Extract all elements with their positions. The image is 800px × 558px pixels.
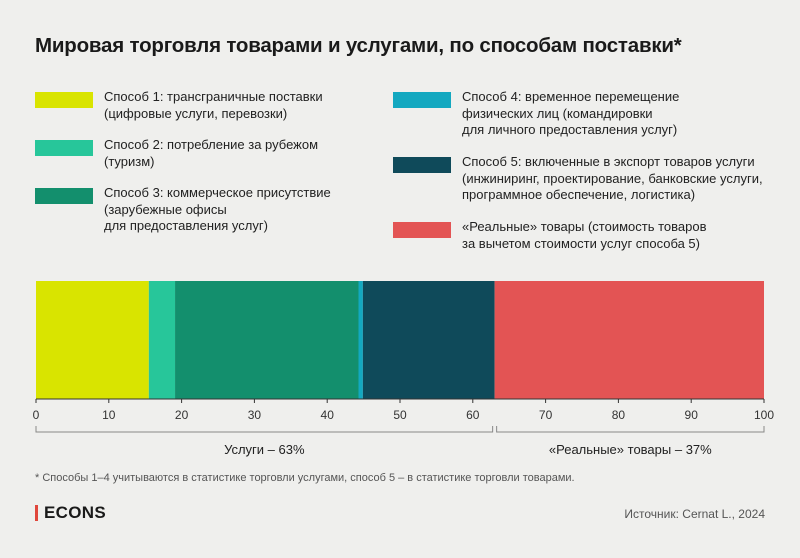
legend-item-mode-1: Способ 1: трансграничные поставки (цифро… bbox=[35, 89, 323, 122]
logo-bar-icon bbox=[35, 505, 38, 521]
x-tick-label: 100 bbox=[754, 408, 774, 422]
legend-label: Способ 4: временное перемещение физическ… bbox=[462, 89, 680, 137]
bar-segment-5 bbox=[362, 281, 495, 399]
x-tick-label: 90 bbox=[685, 408, 699, 422]
legend-item-mode-4: Способ 4: временное перемещение физическ… bbox=[393, 89, 679, 139]
x-tick-label: 0 bbox=[33, 408, 40, 422]
legend-swatch bbox=[35, 188, 93, 204]
legend-item-mode-3: Способ 3: коммерческое присутствие (зару… bbox=[35, 185, 331, 235]
legend-item-mode-5: Способ 5: включенные в экспорт товаров у… bbox=[393, 154, 763, 204]
legend-label: Способ 2: потребление за рубежом (туризм… bbox=[104, 137, 319, 169]
legend-swatch bbox=[35, 92, 93, 108]
bar-segment-6 bbox=[494, 281, 764, 399]
x-tick-label: 40 bbox=[321, 408, 335, 422]
chart-title: Мировая торговля товарами и услугами, по… bbox=[35, 34, 682, 57]
group-label: «Реальные» товары – 37% bbox=[549, 442, 712, 457]
legend-label: Способ 3: коммерческое присутствие (зару… bbox=[104, 185, 331, 233]
source-note: Источник: Cernat L., 2024 bbox=[624, 507, 765, 521]
x-tick-label: 70 bbox=[539, 408, 553, 422]
group-bracket bbox=[35, 426, 494, 433]
group-label: Услуги – 63% bbox=[224, 442, 305, 457]
logo-text: ECONS bbox=[44, 503, 106, 522]
legend-swatch bbox=[35, 140, 93, 156]
legend-label: «Реальные» товары (стоимость товаров за … bbox=[462, 219, 707, 251]
x-tick-label: 50 bbox=[393, 408, 407, 422]
legend-swatch bbox=[393, 92, 451, 108]
legend-label: Способ 5: включенные в экспорт товаров у… bbox=[462, 154, 763, 202]
bar-segment-2 bbox=[148, 281, 176, 399]
legend-item-goods: «Реальные» товары (стоимость товаров за … bbox=[393, 219, 707, 252]
legend-item-mode-2: Способ 2: потребление за рубежом (туризм… bbox=[35, 137, 318, 170]
x-tick-label: 20 bbox=[175, 408, 189, 422]
group-bracket bbox=[496, 426, 765, 433]
econs-logo: ECONS bbox=[35, 503, 106, 523]
x-tick-label: 60 bbox=[466, 408, 480, 422]
x-tick-label: 80 bbox=[612, 408, 626, 422]
footnote: * Способы 1–4 учитываются в статистике т… bbox=[35, 472, 575, 484]
legend-label: Способ 1: трансграничные поставки (цифро… bbox=[104, 89, 323, 121]
bar-segment-1 bbox=[36, 281, 149, 399]
bar-segment-3 bbox=[175, 281, 359, 399]
x-tick-label: 10 bbox=[102, 408, 116, 422]
legend-swatch bbox=[393, 157, 451, 173]
legend-swatch bbox=[393, 222, 451, 238]
x-tick-label: 30 bbox=[248, 408, 262, 422]
stacked-bar-chart: 0 10 20 30 40 50 60 70 80 90 100 Услуги – 63% «Реаль… bbox=[33, 281, 774, 457]
bar-segment-4 bbox=[358, 281, 363, 399]
